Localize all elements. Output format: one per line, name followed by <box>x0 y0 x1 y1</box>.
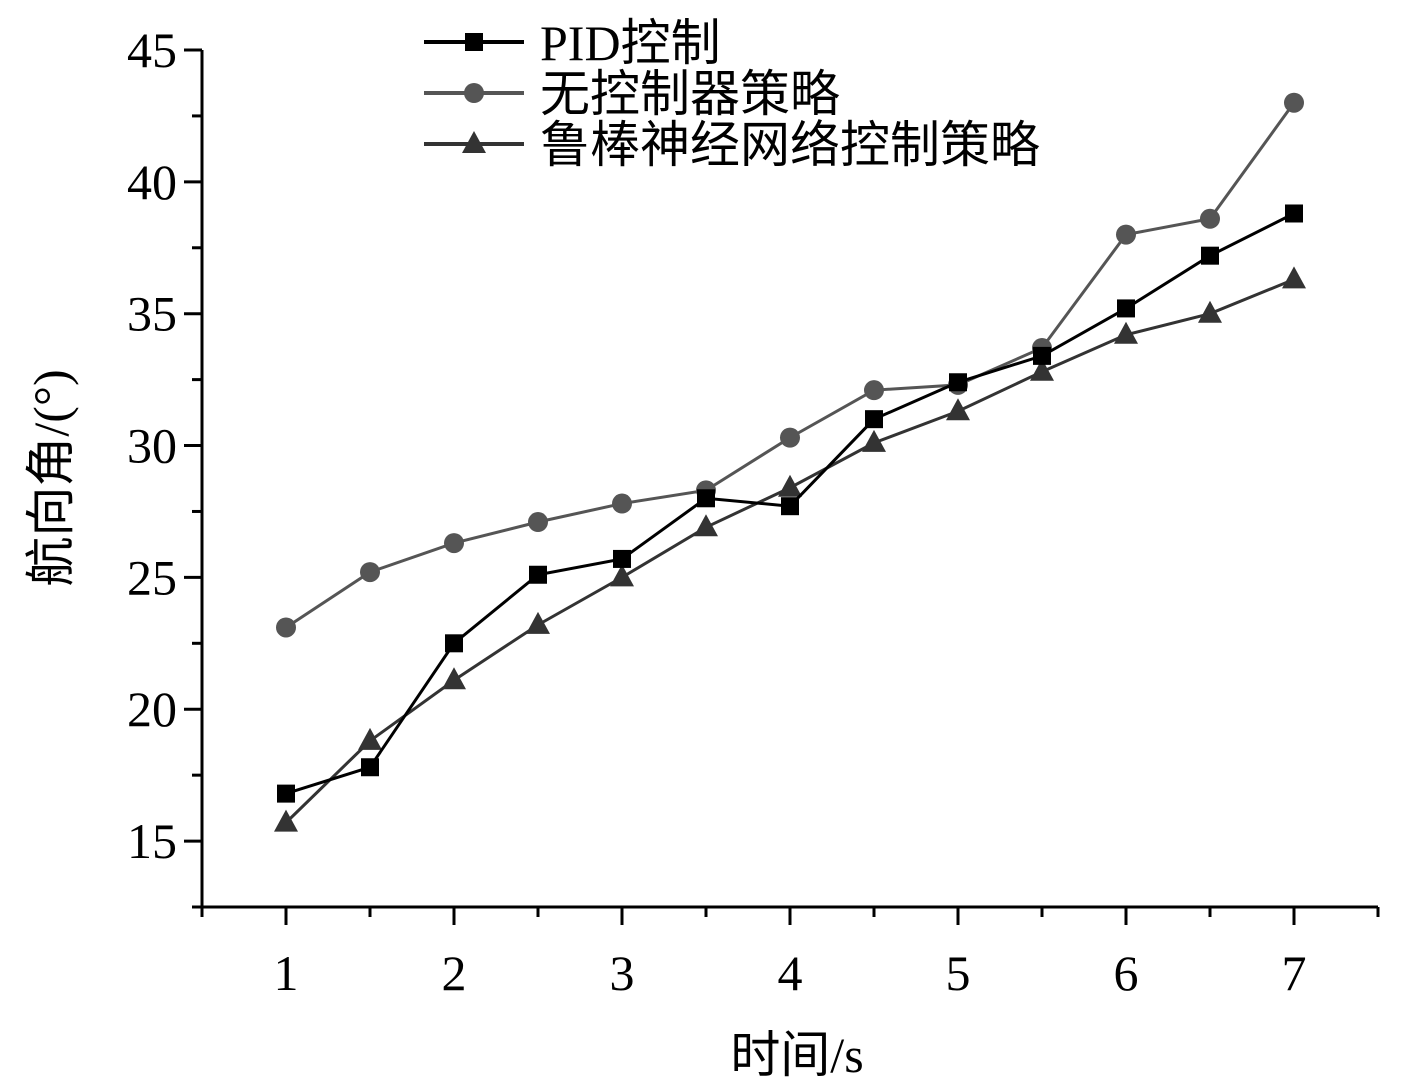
triangle-marker <box>1030 358 1054 381</box>
x-tick-label: 2 <box>442 945 467 1001</box>
x-axis-label: 时间/s <box>730 1027 863 1083</box>
square-marker <box>613 549 631 568</box>
y-tick-label: 20 <box>127 681 177 737</box>
square-marker <box>1201 246 1219 265</box>
circle-marker <box>1116 224 1136 245</box>
circle-marker <box>864 380 884 401</box>
legend-item: 鲁棒神经网络控制策略 <box>424 117 1040 173</box>
triangle-marker <box>862 429 886 452</box>
square-marker <box>781 497 799 516</box>
square-marker <box>1285 204 1303 223</box>
circle-marker <box>360 562 380 583</box>
circle-marker <box>276 617 296 638</box>
series-triangle <box>274 266 1306 832</box>
triangle-marker <box>946 398 970 421</box>
x-tick-label: 4 <box>778 945 803 1001</box>
triangle-marker <box>358 727 382 750</box>
square-marker <box>949 373 967 392</box>
square-marker <box>1117 299 1135 318</box>
y-tick-label: 25 <box>127 549 177 605</box>
square-marker <box>865 410 883 429</box>
square-marker <box>529 565 547 584</box>
circle-marker <box>528 512 548 533</box>
legend-label: PID控制 <box>540 15 721 71</box>
square-marker <box>1033 346 1051 365</box>
triangle-marker <box>1198 300 1222 323</box>
square-marker <box>697 489 715 508</box>
series-square <box>277 204 1303 803</box>
legend-item: 无控制器策略 <box>424 66 840 122</box>
x-tick-label: 7 <box>1282 945 1307 1001</box>
circle-marker <box>1284 92 1304 113</box>
triangle-marker <box>778 474 802 497</box>
x-tick-label: 1 <box>274 945 299 1001</box>
y-tick-label: 45 <box>127 22 177 78</box>
square-marker <box>445 634 463 653</box>
circle-marker <box>464 83 484 103</box>
y-tick-label: 40 <box>127 154 177 210</box>
series-group <box>274 92 1306 832</box>
x-tick-label: 3 <box>610 945 635 1001</box>
circle-marker <box>612 493 632 514</box>
legend-label: 鲁棒神经网络控制策略 <box>540 117 1040 173</box>
y-tick-label: 15 <box>127 813 177 869</box>
triangle-marker <box>274 809 298 832</box>
triangle-marker <box>1282 266 1306 289</box>
y-tick-label: 35 <box>127 286 177 342</box>
x-tick-label: 6 <box>1114 945 1139 1001</box>
circle-marker <box>444 533 464 554</box>
circle-marker <box>780 427 800 448</box>
x-tick-label: 5 <box>946 945 971 1001</box>
y-tick-label: 30 <box>127 418 177 474</box>
series-line <box>284 278 1295 824</box>
triangle-marker <box>462 131 486 153</box>
triangle-marker <box>1114 321 1138 344</box>
triangle-marker <box>694 514 718 537</box>
triangle-marker <box>442 667 466 690</box>
triangle-marker <box>610 564 634 587</box>
circle-marker <box>1200 208 1220 229</box>
series-circle <box>276 92 1304 638</box>
square-marker <box>465 33 483 51</box>
square-marker <box>277 784 295 803</box>
y-axis-label: 航向角/(°) <box>23 369 79 586</box>
series-line <box>285 101 1296 629</box>
legend-label: 无控制器策略 <box>540 66 840 122</box>
square-marker <box>361 758 379 777</box>
triangle-marker <box>526 611 550 634</box>
legend-item: PID控制 <box>424 15 721 71</box>
